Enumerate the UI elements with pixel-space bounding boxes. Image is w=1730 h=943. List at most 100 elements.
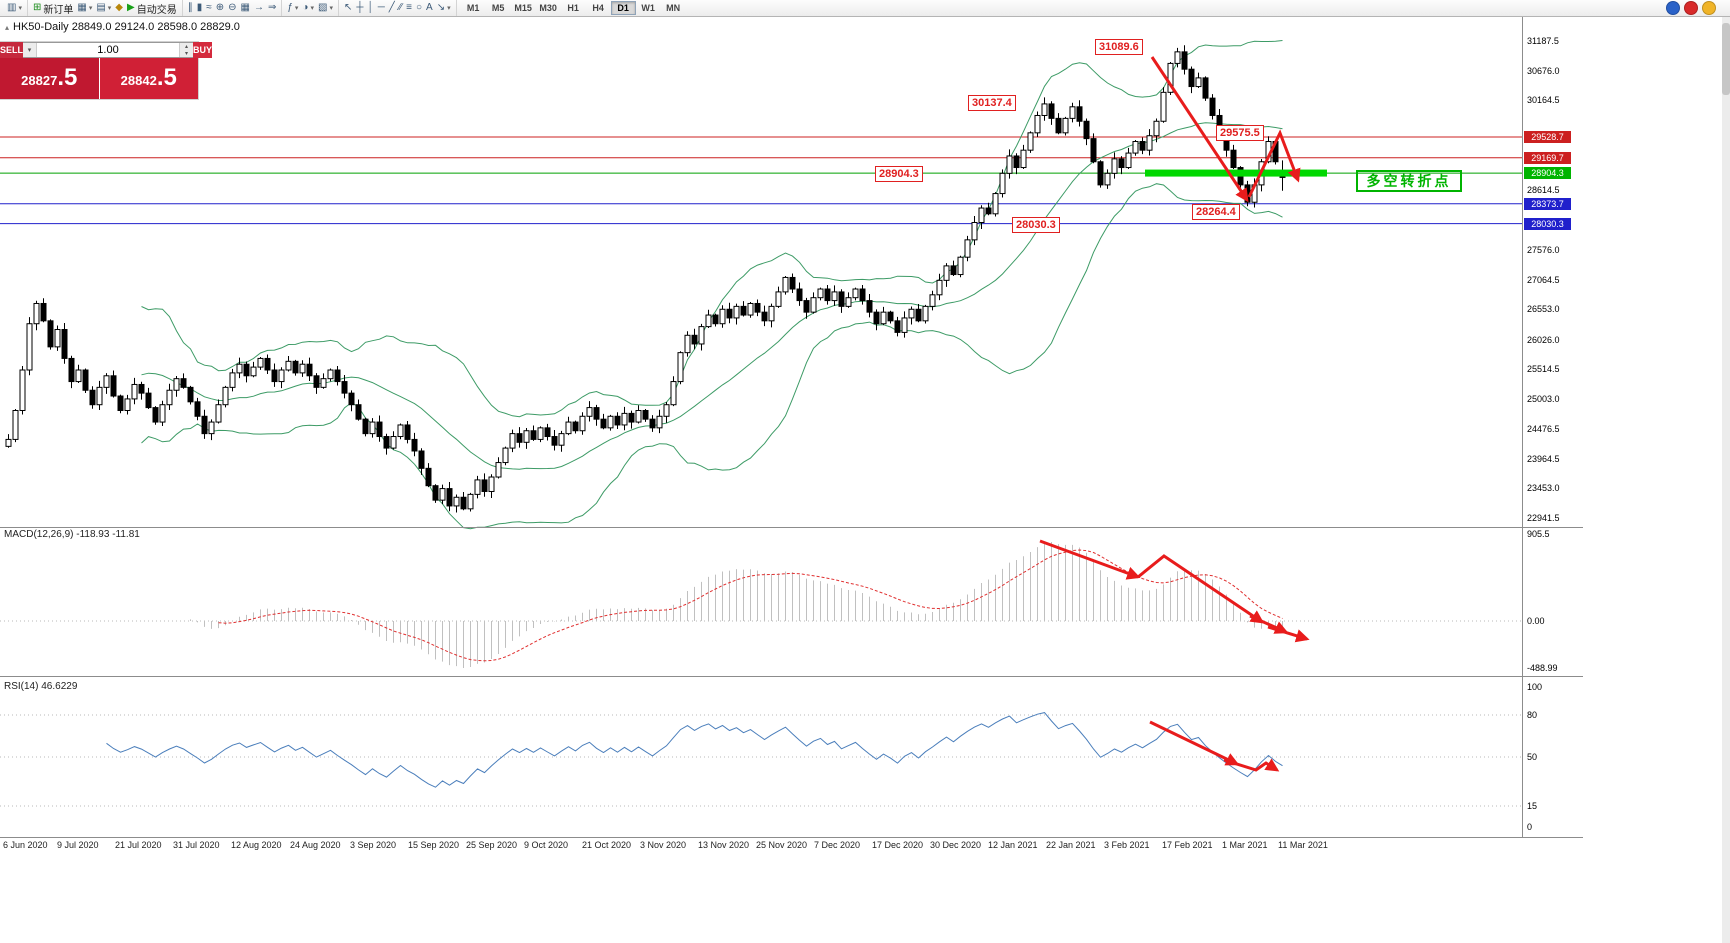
macd-axis-label: -488.99	[1527, 663, 1558, 673]
zoom-in-icon[interactable]: ⊕	[214, 1, 226, 16]
crosshair-icon[interactable]: ┼	[354, 1, 365, 16]
price-callout[interactable]: 30137.4	[968, 95, 1016, 111]
volume-down-icon[interactable]: ▾	[180, 50, 194, 57]
bars-chart-icon[interactable]: ∥	[186, 1, 195, 16]
time-axis-label[interactable]: 24 Aug 2020	[290, 840, 341, 850]
time-axis-label[interactable]: 1 Mar 2021	[1222, 840, 1268, 850]
price-level-chip: 28373.7	[1524, 197, 1571, 210]
profiles-icon[interactable]: ▤ ▾	[94, 1, 113, 16]
macd-axis-label: 0.00	[1527, 616, 1545, 626]
timeframe-m15-button[interactable]: M15	[511, 1, 536, 15]
chart-canvas[interactable]	[0, 16, 1583, 838]
timeframe-mn-button[interactable]: MN	[661, 1, 686, 15]
time-axis-label[interactable]: 17 Dec 2020	[872, 840, 924, 850]
timeframe-m5-button[interactable]: M5	[486, 1, 511, 15]
time-axis-label[interactable]: 25 Nov 2020	[756, 840, 808, 850]
time-axis-label[interactable]: 9 Jul 2020	[57, 840, 99, 850]
scrollbar-thumb[interactable]	[1722, 23, 1730, 95]
autotrade-button[interactable]: ▶ 自动交易	[125, 1, 179, 16]
timeframe-m1-button[interactable]: M1	[461, 1, 486, 15]
news-badge-icon[interactable]	[1684, 1, 1698, 15]
timeframe-d1-button[interactable]: D1	[610, 1, 636, 15]
alerts-icon[interactable]: ◆	[113, 1, 125, 16]
auto-scroll-icon: →	[253, 2, 264, 13]
time-axis-label[interactable]: 21 Jul 2020	[115, 840, 162, 850]
charts-grid-icon[interactable]: ▦ ▾	[75, 1, 94, 16]
oneclick-collapse-icon[interactable]: ▴	[5, 22, 10, 32]
time-axis-label[interactable]: 22 Jan 2021	[1046, 840, 1096, 850]
zoom-in-icon: ⊕	[215, 2, 225, 13]
tile-windows-icon[interactable]: ▦	[239, 1, 252, 16]
time-axis-label[interactable]: 15 Sep 2020	[408, 840, 460, 850]
vertical-line-icon[interactable]: │	[365, 1, 375, 16]
time-axis-label[interactable]: 3 Nov 2020	[640, 840, 687, 850]
arrows-tool-icon[interactable]: ↘ ▾	[435, 1, 453, 16]
timeframe-w1-button[interactable]: W1	[636, 1, 661, 15]
time-axis-label[interactable]: 21 Oct 2020	[582, 840, 632, 850]
time-axis-label[interactable]: 13 Nov 2020	[698, 840, 750, 850]
auto-scroll-icon[interactable]: →	[252, 1, 266, 16]
price-callout[interactable]: 31089.6	[1095, 39, 1143, 55]
time-axis-label[interactable]: 17 Feb 2021	[1162, 840, 1213, 850]
main-toolbar: ▥ ▾ ⊞ 新订单 ▦ ▾ ▤ ▾ ◆ ▶ 自动交易 ∥ ▮ ≈ ⊕ ⊖ ▦ → ⇒ ƒ ▾ ◑ ▾ ▧ ▾ ↖ ┼ │ ─ ╱ ∕∕ ≡ ○ A…	[0, 0, 1730, 17]
price-callout[interactable]: 28904.3	[875, 166, 923, 182]
time-axis-label[interactable]: 3 Feb 2021	[1104, 840, 1150, 850]
price-level-chip: 28030.3	[1524, 217, 1571, 230]
cursor-icon[interactable]: ↖	[342, 1, 354, 16]
channel-icon[interactable]: ∕∕	[397, 1, 404, 16]
new-order-button[interactable]: ⊞ 新订单	[31, 1, 75, 16]
shapes-icon[interactable]: ○	[414, 1, 424, 16]
zoom-out-icon[interactable]: ⊖	[226, 1, 238, 16]
price-callout[interactable]: 28264.4	[1192, 204, 1240, 220]
line-chart-icon: ≈	[206, 2, 212, 13]
periods-icon: ◑	[302, 2, 309, 13]
cursor-icon: ↖	[343, 2, 353, 13]
time-axis-label[interactable]: 3 Sep 2020	[350, 840, 397, 850]
time-axis-label[interactable]: 6 Jun 2020	[3, 840, 48, 850]
sell-price-button[interactable]: 28827.5	[0, 58, 99, 99]
time-axis-label[interactable]: 30 Dec 2020	[930, 840, 982, 850]
fibonacci-icon[interactable]: ≡	[404, 1, 414, 16]
volume-control: ▾ ▴ ▾	[23, 42, 194, 58]
time-axis-label[interactable]: 11 Mar 2021	[1278, 840, 1328, 850]
buy-button[interactable]: BUY	[193, 42, 213, 58]
time-axis-label[interactable]: 7 Dec 2020	[814, 840, 861, 850]
volume-up-icon[interactable]: ▴	[180, 43, 194, 50]
line-chart-icon[interactable]: ≈	[204, 1, 214, 16]
volume-input[interactable]	[37, 43, 180, 57]
timeframe-m30-button[interactable]: M30	[536, 1, 561, 15]
turning-point-annotation[interactable]: 多空转折点	[1356, 170, 1462, 192]
sell-button[interactable]: SELL	[0, 42, 24, 58]
horizontal-line-icon: ─	[377, 2, 385, 13]
time-axis-label[interactable]: 12 Jan 2021	[988, 840, 1038, 850]
templates-icon[interactable]: ▧ ▾	[316, 1, 335, 16]
horizontal-line-icon[interactable]: ─	[376, 1, 387, 16]
chart-shift-icon[interactable]: ⇒	[266, 1, 278, 16]
candles-chart-icon[interactable]: ▮	[195, 1, 205, 16]
price-level-chip: 28904.3	[1524, 167, 1571, 180]
zoom-out-icon: ⊖	[228, 2, 237, 13]
buy-price-button[interactable]: 28842.5	[99, 58, 198, 99]
timeframe-h4-button[interactable]: H4	[586, 1, 611, 15]
text-icon[interactable]: A	[424, 1, 435, 16]
toolbar-group: ↖ ┼ │ ─ ╱ ∕∕ ≡ ○ A ↘ ▾	[339, 0, 457, 16]
chevron-down-icon: ▾	[447, 5, 451, 12]
indicators-icon[interactable]: ƒ ▾	[285, 1, 300, 16]
timeframe-toolbar: M1 M5 M15 M30 H1 H4 D1 W1 MN	[457, 0, 690, 16]
chart-window-icon[interactable]: ▥ ▾	[5, 1, 24, 16]
price-callout[interactable]: 28030.3	[1012, 217, 1060, 233]
time-axis-label[interactable]: 9 Oct 2020	[524, 840, 569, 850]
trendline-icon[interactable]: ╱	[387, 1, 397, 16]
market-badge-icon[interactable]	[1666, 1, 1680, 15]
ohlc-text: HK50-Daily 28849.0 29124.0 28598.0 28829…	[13, 21, 240, 33]
timeframe-h1-button[interactable]: H1	[561, 1, 586, 15]
time-axis-label[interactable]: 12 Aug 2020	[231, 840, 282, 850]
price-callout[interactable]: 29575.5	[1216, 125, 1264, 141]
fibonacci-icon: ≡	[406, 2, 412, 13]
volume-dropdown-icon[interactable]: ▾	[23, 43, 38, 57]
time-axis-label[interactable]: 31 Jul 2020	[173, 840, 220, 850]
periods-icon[interactable]: ◑ ▾	[300, 1, 316, 16]
community-badge-icon[interactable]	[1702, 1, 1716, 15]
time-axis-label[interactable]: 25 Sep 2020	[466, 840, 518, 850]
vertical-scrollbar[interactable]	[1722, 17, 1730, 943]
